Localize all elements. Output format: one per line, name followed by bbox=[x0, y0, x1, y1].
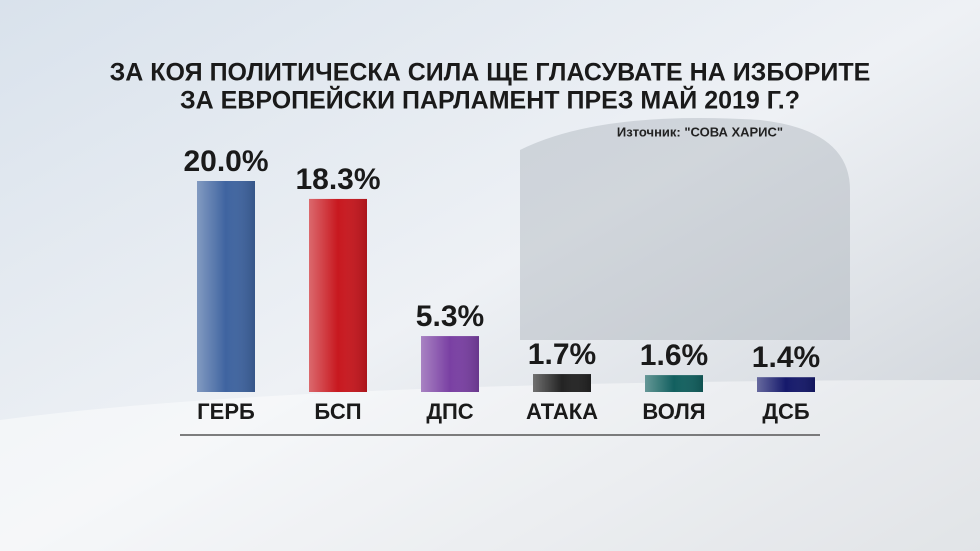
value-label: 1.6% bbox=[640, 339, 708, 372]
category-label: ДПС bbox=[426, 399, 473, 424]
bar-shine bbox=[309, 198, 367, 392]
category-label: ДСБ bbox=[762, 399, 810, 424]
category-label: БСП bbox=[314, 399, 361, 424]
value-label: 20.0% bbox=[183, 145, 268, 178]
category-label: АТАКА bbox=[526, 399, 598, 424]
value-label: 1.7% bbox=[528, 338, 596, 371]
source: Източник: "СОВА ХАРИС" bbox=[617, 124, 783, 139]
building-silhouette bbox=[520, 118, 850, 340]
category-label: ВОЛЯ bbox=[642, 399, 705, 424]
bar-shine bbox=[421, 336, 479, 392]
foreground-haze bbox=[0, 380, 980, 551]
value-label: 5.3% bbox=[416, 300, 484, 333]
bar-shine bbox=[197, 181, 255, 392]
bar-shine bbox=[757, 377, 815, 392]
chart-title: ЗА ЕВРОПЕЙСКИ ПАРЛАМЕНТ ПРЕЗ МАЙ 2019 Г.… bbox=[180, 85, 800, 115]
bar-shine bbox=[645, 375, 703, 392]
chart-title: ЗА КОЯ ПОЛИТИЧЕСКА СИЛА ЩЕ ГЛАСУВАТЕ НА … bbox=[110, 59, 871, 87]
value-label: 18.3% bbox=[295, 163, 380, 196]
bar-shine bbox=[533, 374, 591, 392]
value-label: 1.4% bbox=[752, 341, 820, 374]
category-label: ГЕРБ bbox=[197, 399, 255, 424]
